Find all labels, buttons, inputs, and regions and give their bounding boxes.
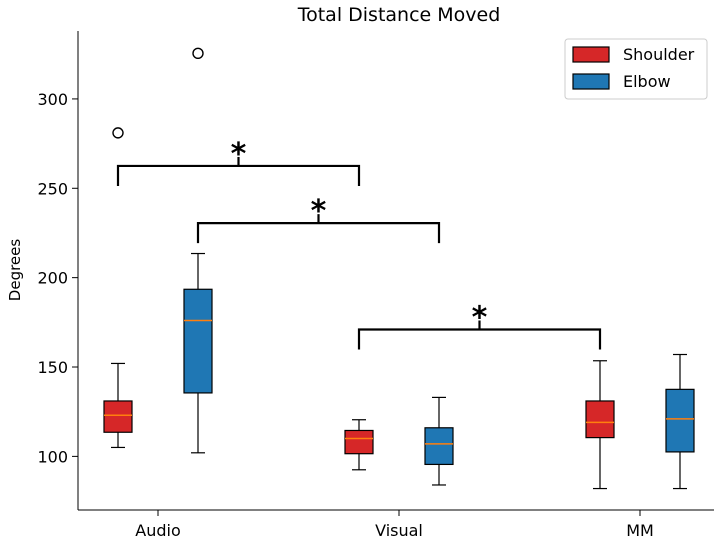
- significance-bracket: *: [116, 137, 361, 186]
- significance-star: *: [311, 194, 327, 229]
- legend-swatch: [572, 46, 610, 63]
- box-iqr: [665, 388, 695, 453]
- outlier-point: [112, 127, 124, 139]
- box-elbow-mm: [665, 353, 695, 490]
- box-shoulder-audio: [103, 127, 133, 449]
- y-axis-label: Degrees: [6, 239, 24, 302]
- significance-bracket: *: [196, 194, 441, 244]
- y-tick-label: 200: [37, 269, 68, 288]
- box-shoulder-visual: [344, 419, 374, 471]
- legend-label: Elbow: [623, 72, 671, 91]
- box-elbow-audio: [183, 47, 213, 454]
- significance-star: *: [231, 137, 247, 172]
- box-iqr: [424, 427, 454, 466]
- box-elbow-visual: [424, 396, 454, 486]
- plot-area: 100 150 200 250 300 Audio Visual MM * * *: [37, 31, 714, 540]
- y-tick-label: 300: [37, 90, 68, 109]
- box-shoulder-mm: [585, 360, 615, 490]
- legend-swatch: [572, 73, 610, 90]
- significance-star: *: [472, 300, 488, 335]
- chart-title: Total Distance Moved: [297, 4, 501, 26]
- box-iqr: [344, 429, 374, 455]
- y-tick-label: 150: [37, 358, 68, 377]
- outlier-point: [192, 47, 204, 60]
- significance-bracket: *: [357, 300, 602, 350]
- x-tick-label: Visual: [375, 521, 423, 540]
- x-tick-label: Audio: [135, 521, 180, 540]
- y-tick-label: 100: [37, 447, 68, 466]
- box-iqr: [585, 400, 615, 439]
- y-tick-label: 250: [37, 179, 68, 198]
- legend-label: Shoulder: [623, 45, 695, 64]
- x-tick-label: MM: [626, 521, 654, 540]
- box-iqr: [183, 288, 213, 394]
- box-iqr: [103, 400, 133, 433]
- legend: Shoulder Elbow: [564, 38, 708, 100]
